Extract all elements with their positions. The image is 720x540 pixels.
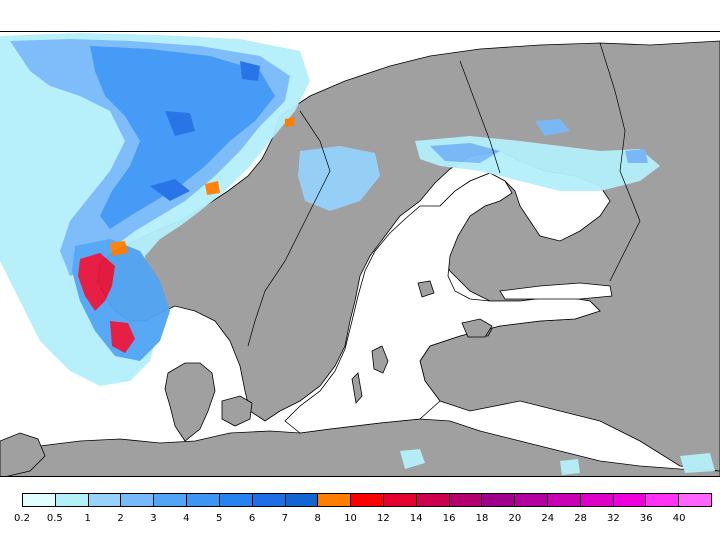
- legend-swatch: [88, 494, 122, 506]
- baltic-islands: [351, 280, 493, 404]
- zealand-island: [221, 395, 253, 427]
- legend-tick-label: 4: [183, 513, 190, 524]
- legend-swatch: [318, 494, 352, 506]
- legend-tick-label: 32: [607, 513, 620, 524]
- legend-color-bar: [22, 493, 712, 507]
- legend-swatch: [416, 494, 450, 506]
- saaremaa: [461, 318, 493, 338]
- legend-swatch: [23, 494, 56, 506]
- precip-heavy-field: [90, 46, 275, 229]
- legend-swatch: [285, 494, 319, 506]
- precip-red-cells: [78, 253, 135, 353]
- legend-swatch: [219, 494, 253, 506]
- legend-swatch: [449, 494, 483, 506]
- legend-swatch: [482, 494, 516, 506]
- legend-swatch: [383, 494, 417, 506]
- color-scale-legend: 0.2 0.5 1 2 3 4 5 6 7 8 10 12 14 16 18 20 24 28 32 36 40: [14, 493, 712, 533]
- legend-swatch: [515, 494, 548, 506]
- legend-tick-label: 20: [508, 513, 522, 524]
- legend-tick-label: 0.2: [14, 513, 30, 524]
- gotland: [371, 345, 389, 374]
- aland: [417, 280, 435, 298]
- norway-sweden-border: [247, 110, 331, 347]
- legend-tick-label: 7: [281, 513, 289, 524]
- precip-finland-medium: [430, 119, 648, 163]
- legend-swatch: [187, 494, 220, 506]
- denmark-land: [164, 362, 216, 442]
- legend-tick-label: 12: [377, 513, 390, 524]
- legend-swatch: [679, 494, 712, 506]
- legend-swatch: [548, 494, 581, 506]
- legend-tick-label: 10: [344, 513, 357, 524]
- uk-land: [0, 432, 46, 476]
- country-borders: [247, 42, 641, 347]
- legend-tick-label: 40: [672, 513, 686, 524]
- legend-tick-label: 5: [215, 513, 223, 524]
- finland-russia-border: [599, 42, 641, 282]
- legend-swatch: [351, 494, 384, 506]
- legend-tick-label: 0.5: [46, 513, 63, 524]
- legend-tick-label: 1: [84, 513, 91, 524]
- gulf-of-finland: [499, 282, 613, 300]
- oland: [351, 372, 363, 404]
- legend-swatch: [252, 494, 286, 506]
- legend-tick-label: 28: [574, 513, 587, 524]
- precip-dark-cells: [150, 61, 260, 201]
- precipitation-map: [0, 31, 720, 477]
- legend-tick-label: 24: [541, 513, 555, 524]
- legend-tick-label: 36: [639, 513, 653, 524]
- legend-tick-label: 16: [442, 513, 456, 524]
- legend-tick-label: 18: [475, 513, 489, 524]
- legend-tick-label: 8: [314, 513, 321, 524]
- legend-swatch: [580, 494, 614, 506]
- legend-swatch: [646, 494, 680, 506]
- legend-swatch: [613, 494, 647, 506]
- legend-swatch: [121, 494, 155, 506]
- legend-tick-label: 2: [117, 513, 124, 524]
- legend-tick-label: 14: [409, 513, 423, 524]
- legend-swatch: [154, 494, 188, 506]
- legend-tick-label: 3: [150, 513, 157, 524]
- sweden-finland-border: [459, 60, 501, 174]
- legend-swatch: [55, 494, 89, 506]
- map-canvas: [0, 32, 720, 476]
- legend-tick-label: 6: [248, 513, 256, 524]
- precipitation-overlay: [0, 33, 715, 475]
